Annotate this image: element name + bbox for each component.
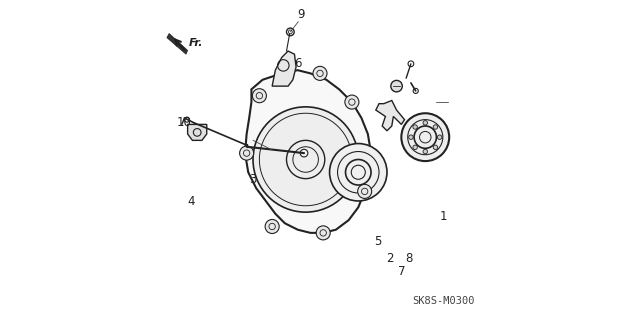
Text: 3: 3 xyxy=(249,173,256,186)
Circle shape xyxy=(358,184,372,198)
Circle shape xyxy=(316,226,330,240)
Text: 1: 1 xyxy=(440,211,447,223)
Circle shape xyxy=(409,135,413,139)
Circle shape xyxy=(391,80,403,92)
Polygon shape xyxy=(245,70,371,233)
Circle shape xyxy=(252,89,266,103)
Text: 6: 6 xyxy=(294,57,302,70)
Circle shape xyxy=(401,113,449,161)
Polygon shape xyxy=(376,100,404,131)
Polygon shape xyxy=(167,33,188,54)
Text: 10: 10 xyxy=(177,116,192,129)
Text: 9: 9 xyxy=(298,8,305,21)
Text: 4: 4 xyxy=(187,195,195,208)
Text: SK8S-M0300: SK8S-M0300 xyxy=(412,296,475,306)
Circle shape xyxy=(433,145,438,150)
Circle shape xyxy=(413,145,417,150)
Polygon shape xyxy=(272,51,296,86)
Text: Fr.: Fr. xyxy=(189,38,204,48)
Text: 5: 5 xyxy=(374,235,381,248)
Circle shape xyxy=(433,125,438,129)
Text: 2: 2 xyxy=(387,252,394,265)
Circle shape xyxy=(239,146,253,160)
Circle shape xyxy=(423,149,428,154)
Circle shape xyxy=(330,144,387,201)
Circle shape xyxy=(265,219,279,234)
Circle shape xyxy=(313,66,327,80)
Circle shape xyxy=(345,95,359,109)
Text: 7: 7 xyxy=(397,265,405,278)
Text: 8: 8 xyxy=(405,252,412,265)
Circle shape xyxy=(253,107,358,212)
Polygon shape xyxy=(188,124,207,140)
Circle shape xyxy=(413,125,417,129)
Circle shape xyxy=(437,135,442,139)
Circle shape xyxy=(423,121,428,125)
